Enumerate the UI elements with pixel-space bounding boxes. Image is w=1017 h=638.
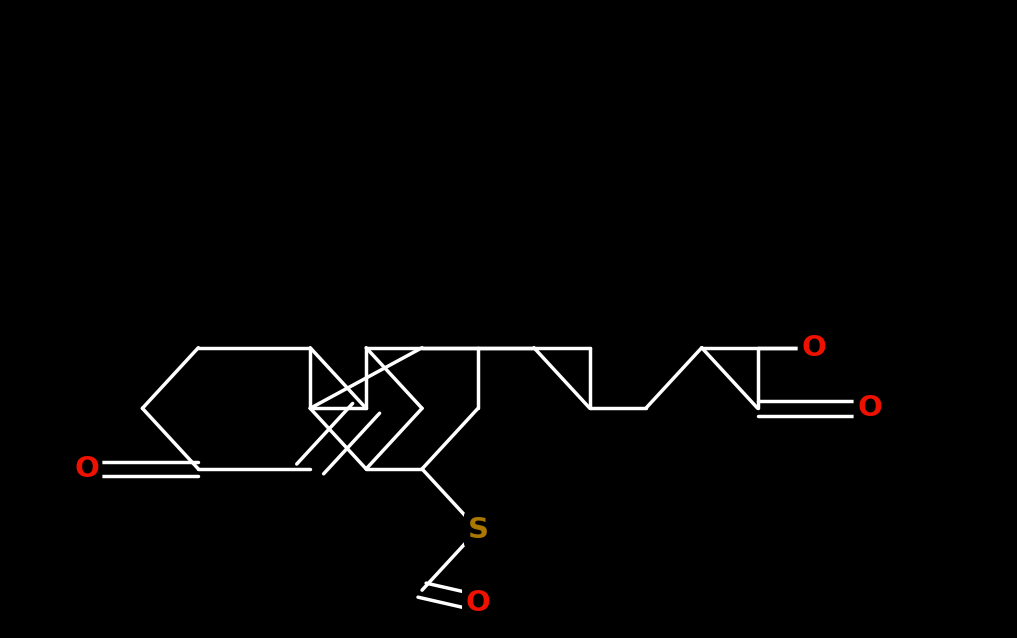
Text: S: S	[468, 516, 488, 544]
Text: O: O	[74, 455, 99, 483]
Text: O: O	[466, 589, 490, 617]
Text: O: O	[857, 394, 882, 422]
Text: O: O	[801, 334, 826, 362]
